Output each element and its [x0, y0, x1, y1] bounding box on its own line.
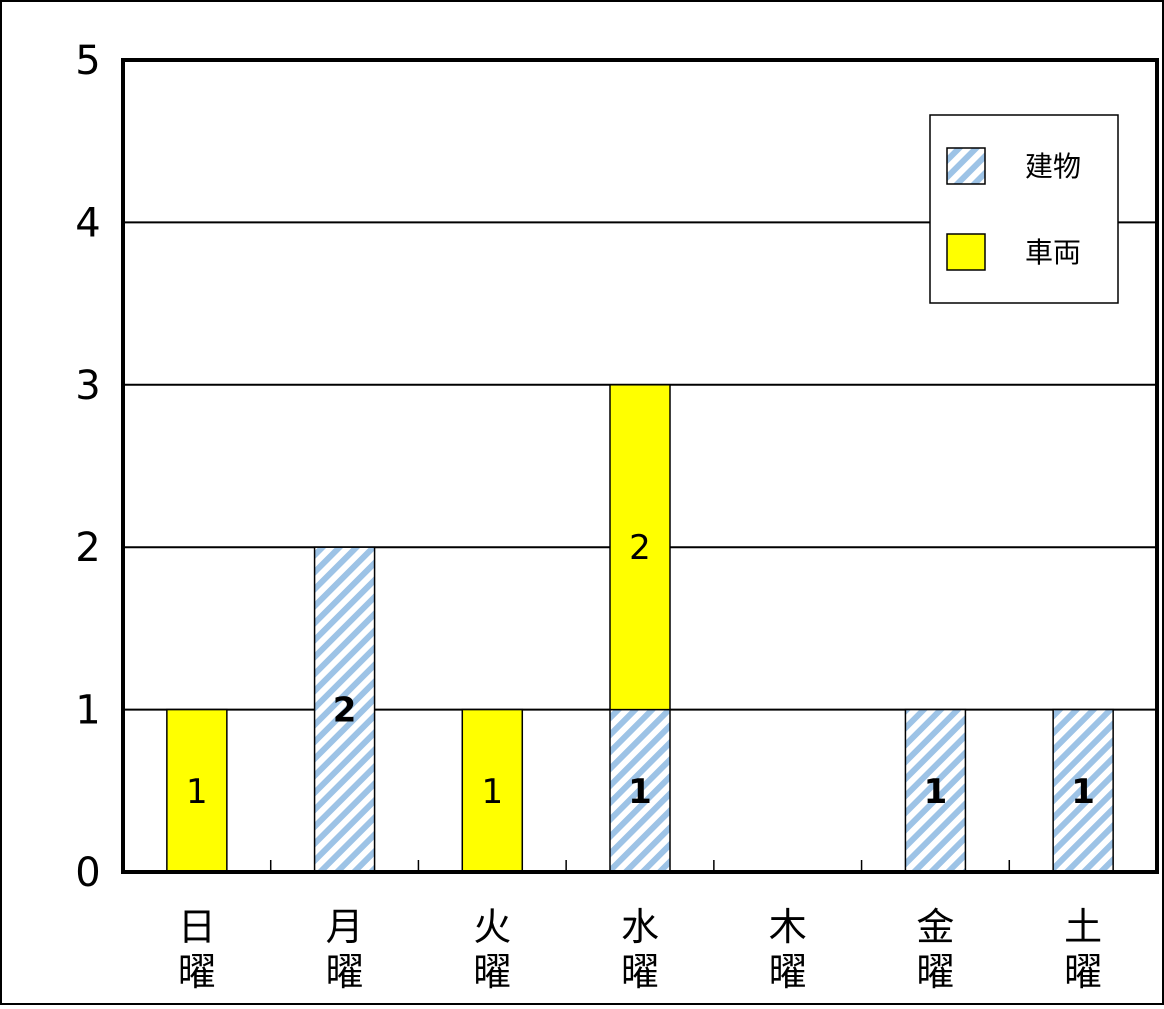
data-label: 2: [629, 528, 651, 568]
x-tick-label: 土: [1064, 905, 1102, 949]
y-tick-label: 4: [75, 200, 100, 246]
x-tick-label: 曜: [1064, 950, 1102, 994]
bar-building: [1052, 708, 1114, 873]
x-tick-label: 水: [621, 905, 659, 949]
bar-building: [609, 708, 671, 873]
data-label: 1: [186, 772, 208, 812]
y-tick-label: 0: [75, 850, 100, 896]
x-tick-label: 曜: [916, 950, 954, 994]
x-tick-label: 月: [326, 905, 364, 949]
data-label: 1: [1071, 772, 1095, 812]
bar-building: [313, 546, 376, 873]
data-label: 1: [481, 772, 503, 812]
data-label: 1: [924, 772, 948, 812]
legend-label: 車両: [1025, 236, 1081, 269]
x-tick-label: 火: [473, 905, 511, 949]
x-tick-label: 日: [178, 905, 216, 949]
x-tick-label: 曜: [769, 950, 807, 994]
y-tick-label: 3: [75, 363, 100, 409]
legend-swatch: [946, 233, 986, 271]
y-tick-label: 5: [75, 38, 100, 84]
bar-vehicle: [461, 708, 524, 873]
bar-building: [904, 708, 967, 873]
y-tick-label: 1: [75, 688, 100, 734]
x-tick-label: 曜: [473, 950, 511, 994]
plot-border: [121, 58, 1159, 874]
bar-vehicle: [609, 384, 671, 711]
x-tick-label: 金: [916, 905, 954, 949]
legend-box: [929, 114, 1119, 304]
x-tick-label: 曜: [178, 950, 216, 994]
y-tick-label: 2: [75, 525, 100, 571]
data-label: 2: [333, 691, 357, 731]
legend-swatch: [946, 147, 986, 185]
x-tick-label: 木: [769, 905, 807, 949]
legend-label: 建物: [1025, 150, 1081, 183]
data-label: 1: [628, 772, 652, 812]
x-tick-label: 曜: [621, 950, 659, 994]
x-tick-label: 曜: [326, 950, 364, 994]
